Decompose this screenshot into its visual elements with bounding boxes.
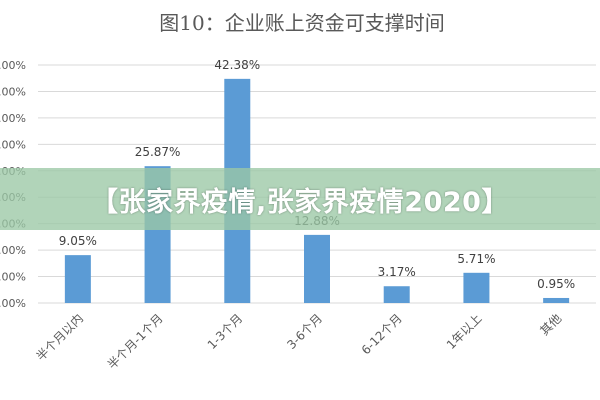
x-tick-label: 半个月-1个月 — [105, 311, 166, 372]
bar — [463, 272, 490, 303]
y-tick-label: 10.00% — [0, 244, 26, 257]
x-tick-label: 其他 — [537, 311, 564, 338]
bar — [383, 286, 410, 303]
y-tick-label: 5.00% — [0, 271, 26, 284]
watermark-banner: 【张家界疫情,张家界疫情2020】 — [0, 168, 600, 230]
data-label: 25.87% — [135, 145, 181, 159]
y-tick-label: 45.00% — [0, 59, 26, 72]
bar — [543, 297, 570, 303]
data-label: 5.71% — [457, 252, 495, 266]
y-tick-label: 30.00% — [0, 138, 26, 151]
data-label: 42.38% — [214, 58, 260, 72]
y-tick-label: 0.00% — [0, 297, 26, 310]
bar — [304, 234, 330, 303]
y-tick-label: 40.00% — [0, 85, 26, 98]
x-axis-ticks: 半个月以内 半个月-1个月 1-3个月 3-6个月 6-12个月 1年以上 其他 — [34, 311, 565, 372]
data-label: 9.05% — [59, 234, 97, 248]
x-tick-label: 1年以上 — [444, 311, 485, 352]
x-tick-label: 1-3个月 — [205, 311, 246, 352]
x-tick-label: 半个月以内 — [34, 311, 86, 363]
bar — [64, 255, 91, 303]
x-tick-label: 6-12个月 — [359, 311, 405, 357]
chart-title: 图10：企业账上资金可支撑时间 — [159, 11, 444, 35]
data-label: 0.95% — [537, 277, 575, 291]
data-label: 3.17% — [378, 265, 416, 279]
y-tick-label: 35.00% — [0, 112, 26, 125]
x-tick-label: 3-6个月 — [284, 311, 325, 352]
watermark-text: 【张家界疫情,张家界疫情2020】 — [91, 186, 509, 218]
